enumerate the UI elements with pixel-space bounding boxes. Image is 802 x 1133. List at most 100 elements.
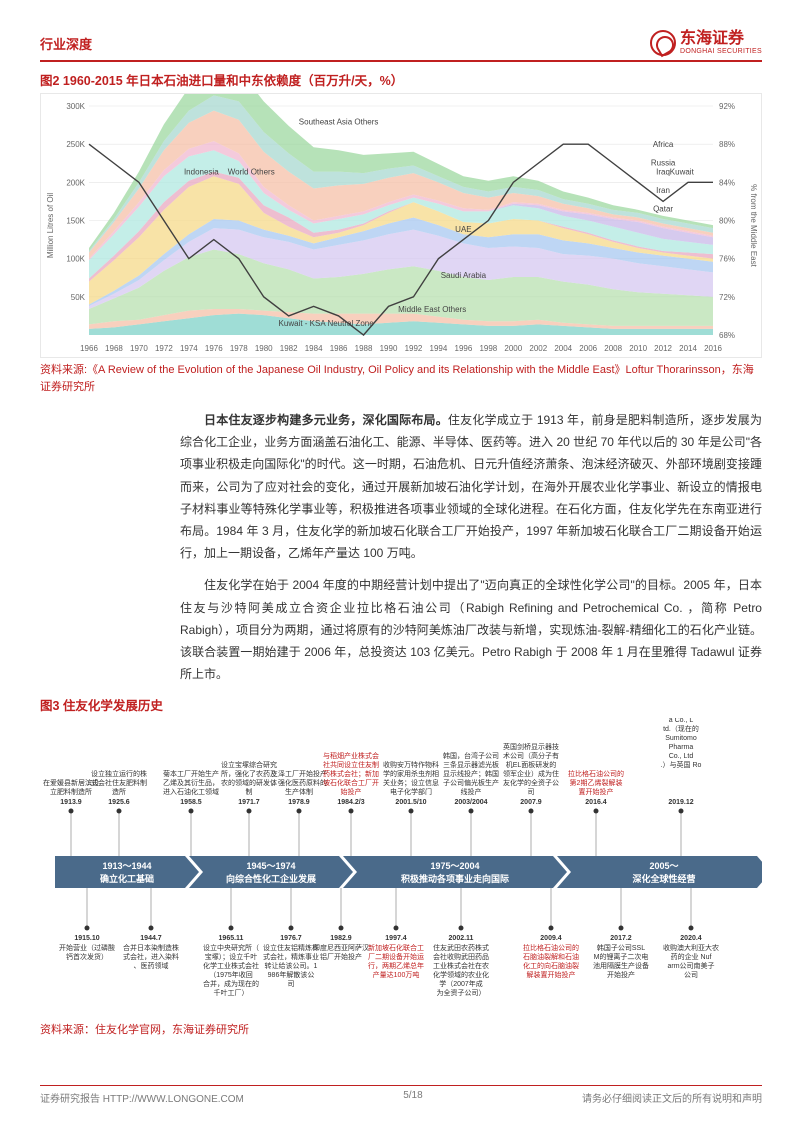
svg-text:为全资子公司）: 为全资子公司） xyxy=(437,988,486,997)
svg-text:机EL面板研发的: 机EL面板研发的 xyxy=(506,760,557,769)
svg-text:工业株式会社在农: 工业株式会社在农 xyxy=(433,961,489,970)
figure3-title: 图3 住友化学发展历史 xyxy=(40,695,762,714)
svg-text:印度尼西亚阿萨汉: 印度尼西亚阿萨汉 xyxy=(313,943,369,952)
svg-text:第2期乙烯裂解装: 第2期乙烯裂解装 xyxy=(570,778,623,787)
svg-text:制: 制 xyxy=(246,787,253,796)
svg-text:Million Litres of Oil: Million Litres of Oil xyxy=(46,193,55,259)
svg-text:World Others: World Others xyxy=(228,168,275,177)
svg-text:Iran: Iran xyxy=(656,186,670,195)
svg-text:2000: 2000 xyxy=(504,344,522,353)
svg-text:Indonesia: Indonesia xyxy=(184,168,219,177)
svg-text:行，两期乙烯总年: 行，两期乙烯总年 xyxy=(368,961,424,970)
brand-name-cn: 东海证券 xyxy=(680,30,762,48)
svg-text:子公司偏光板生产: 子公司偏光板生产 xyxy=(443,778,499,787)
svg-text:收购安万特作物科: 收购安万特作物科 xyxy=(383,760,439,769)
logo-icon xyxy=(650,30,676,56)
svg-text:1992: 1992 xyxy=(405,344,423,353)
svg-text:合并，成为现在的: 合并，成为现在的 xyxy=(203,979,259,988)
svg-text:拉比格石油公司的: 拉比格石油公司的 xyxy=(568,769,624,778)
svg-text:88%: 88% xyxy=(719,140,735,149)
svg-text:学的家用杀虫剂相: 学的家用杀虫剂相 xyxy=(383,769,439,778)
svg-text:化学领域的农业化: 化学领域的农业化 xyxy=(433,970,489,979)
svg-text:社共同设立住友制: 社共同设立住友制 xyxy=(323,760,379,769)
svg-text:开始投产: 开始投产 xyxy=(607,970,635,979)
svg-text:三泽工厂开始投产: 三泽工厂开始投产 xyxy=(271,769,327,778)
svg-text:1994: 1994 xyxy=(430,344,448,353)
svg-text:石脑油裂解和石油: 石脑油裂解和石油 xyxy=(523,952,579,961)
svg-text:2017.2: 2017.2 xyxy=(610,935,632,942)
svg-text:宝塚）；设立千叶: 宝塚）；设立千叶 xyxy=(205,952,258,961)
svg-text:2008: 2008 xyxy=(604,344,622,353)
svg-text:1915.10: 1915.10 xyxy=(74,935,99,942)
para1-bold: 日本住友逐步构建多元业务，深化国际布局。 xyxy=(204,413,448,427)
svg-text:线投产: 线投产 xyxy=(461,787,482,796)
svg-text:、医药领域: 、医药领域 xyxy=(134,961,169,970)
svg-text:2005～: 2005～ xyxy=(649,861,678,871)
svg-text:领军企业）成为住: 领军企业）成为住 xyxy=(503,769,559,778)
svg-text:韩国，台湾子公司: 韩国，台湾子公司 xyxy=(443,751,499,760)
svg-text:Kuwait: Kuwait xyxy=(670,168,695,177)
svg-text:200K: 200K xyxy=(66,178,85,187)
header-divider xyxy=(40,60,762,62)
svg-text:1913～1944: 1913～1944 xyxy=(102,861,151,871)
svg-text:1988: 1988 xyxy=(355,344,373,353)
brand-logo: 东海证券 DONGHAI SECURITIES xyxy=(650,30,762,56)
svg-text:拉比格石油公司的: 拉比格石油公司的 xyxy=(523,943,579,952)
svg-text:转让给该公司。1: 转让给该公司。1 xyxy=(265,961,318,970)
svg-text:1974: 1974 xyxy=(180,344,198,353)
svg-text:与稻畑产业株式会: 与稻畑产业株式会 xyxy=(323,751,379,760)
svg-text:80%: 80% xyxy=(719,217,735,226)
svg-text:菊本工厂开始生产: 菊本工厂开始生产 xyxy=(163,769,219,778)
figure2-source: 资料来源:《A Review of the Evolution of the J… xyxy=(40,362,762,395)
svg-text:产量达100万吨: 产量达100万吨 xyxy=(373,970,420,979)
svg-text:1997.4: 1997.4 xyxy=(385,935,407,942)
svg-text:住友武田农药株式: 住友武田农药株式 xyxy=(433,943,489,952)
svg-text:1958.5: 1958.5 xyxy=(180,799,202,806)
svg-text:药的企业 Nuf: 药的企业 Nuf xyxy=(671,952,712,961)
para1-text: 住友化学成立于 1913 年，前身是肥料制造所，逐步发展为综合化工企业，业务方面… xyxy=(180,413,762,560)
svg-text:式会社，进入染料: 式会社，进入染料 xyxy=(123,952,179,961)
svg-text:厂二期设备开始运: 厂二期设备开始运 xyxy=(368,952,424,961)
svg-text:Saudi Arabia: Saudi Arabia xyxy=(441,271,487,280)
svg-text:1978.9: 1978.9 xyxy=(288,799,310,806)
svg-text:2001.5/10: 2001.5/10 xyxy=(395,799,426,806)
brand-name-en: DONGHAI SECURITIES xyxy=(680,48,762,56)
svg-text:会社收购武田药品: 会社收购武田药品 xyxy=(433,952,489,961)
svg-text:化学工业株式会社: 化学工业株式会社 xyxy=(203,961,259,970)
svg-text:2012: 2012 xyxy=(654,344,672,353)
svg-text:学（2007年成: 学（2007年成 xyxy=(439,979,483,988)
svg-text:司: 司 xyxy=(288,980,295,988)
page-header: 行业深度 东海证券 DONGHAI SECURITIES xyxy=(40,30,762,56)
svg-text:Kuwait - KSA Neutral Zone: Kuwait - KSA Neutral Zone xyxy=(279,319,375,328)
svg-text:UAE: UAE xyxy=(455,225,471,234)
svg-text:1982: 1982 xyxy=(280,344,298,353)
svg-text:Sumitomo: Sumitomo xyxy=(665,735,697,742)
svg-text:合并日本染制造株: 合并日本染制造株 xyxy=(123,943,179,952)
svg-text:2002.11: 2002.11 xyxy=(449,935,474,942)
svg-text:深化全球性经营: 深化全球性经营 xyxy=(632,873,695,884)
footer-right: 请务必仔细阅读正文后的所有说明和声明 xyxy=(582,1090,762,1105)
svg-text:92%: 92% xyxy=(719,102,735,111)
svg-text:td.（现在的: td.（现在的 xyxy=(663,724,699,733)
svg-text:72%: 72% xyxy=(719,293,735,302)
svg-text:韩国子公司SSL: 韩国子公司SSL xyxy=(597,943,645,952)
body-paragraph-2: 住友化学在始于 2004 年度的中期经营计划中提出了"迈向真正的全球性化学公司"… xyxy=(40,574,762,685)
svg-text:68%: 68% xyxy=(719,331,735,340)
svg-text:Russia: Russia xyxy=(651,159,676,168)
svg-text:电子化学部门: 电子化学部门 xyxy=(390,787,432,796)
svg-text:所，强化了农药及: 所，强化了农药及 xyxy=(221,769,277,778)
svg-text:1970: 1970 xyxy=(130,344,148,353)
svg-text:1980: 1980 xyxy=(255,344,273,353)
svg-text:100K: 100K xyxy=(66,255,85,264)
svg-text:设立住友铝精炼株: 设立住友铝精炼株 xyxy=(263,943,319,952)
svg-text:千叶工厂）: 千叶工厂） xyxy=(214,988,249,997)
svg-text:式会社，精炼事业: 式会社，精炼事业 xyxy=(263,952,319,961)
svg-text:立肥料制造所: 立肥料制造所 xyxy=(50,787,92,796)
svg-text:Iraq: Iraq xyxy=(656,168,670,177)
svg-text:2020.4: 2020.4 xyxy=(680,935,702,942)
svg-text:1976.7: 1976.7 xyxy=(280,935,302,942)
svg-text:确立化工基础: 确立化工基础 xyxy=(100,873,154,884)
svg-text:乙烯及其衍生品，: 乙烯及其衍生品， xyxy=(163,778,219,787)
svg-text:Co., Ltd: Co., Ltd xyxy=(669,753,694,760)
svg-text:1976: 1976 xyxy=(205,344,223,353)
